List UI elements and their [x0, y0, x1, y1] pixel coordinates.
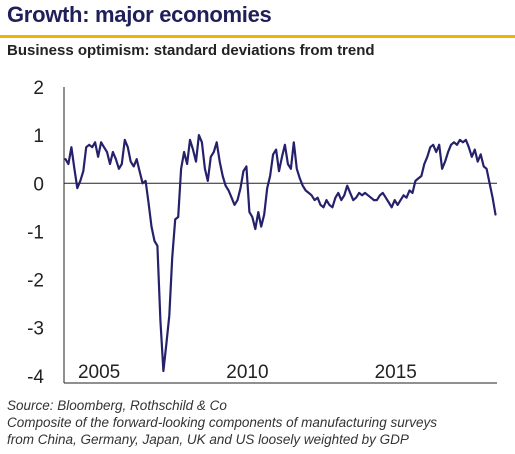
accent-rule [0, 35, 515, 38]
method-note-line-1: Composite of the forward-looking compone… [7, 415, 437, 430]
y-tick-label: 1 [33, 126, 44, 147]
series-line [64, 134, 497, 373]
y-tick-label: -4 [27, 367, 44, 388]
y-tick-label: 0 [33, 174, 44, 195]
y-tick-label: -2 [27, 271, 44, 292]
chart-axes [63, 87, 497, 384]
y-tick-label: 2 [33, 78, 44, 99]
x-tick-label: 2015 [375, 362, 417, 383]
y-tick-label: -3 [27, 319, 44, 340]
x-tick-label: 2010 [226, 362, 268, 383]
source-note: Source: Bloomberg, Rothschild & Co [7, 398, 227, 413]
chart-title: Growth: major economies [7, 2, 272, 27]
line-chart: 2 1 0 -1 -2 -3 -4 2005 2010 2015 [27, 78, 497, 388]
series-layer [64, 134, 497, 373]
method-note-line-2: from China, Germany, Japan, UK and US lo… [7, 432, 409, 447]
y-tick-label: -1 [27, 222, 44, 243]
tick-labels: 2 1 0 -1 -2 -3 -4 2005 2010 2015 [27, 78, 417, 388]
chart-subtitle: Business optimism: standard deviations f… [7, 42, 375, 59]
x-tick-label: 2005 [78, 362, 120, 383]
